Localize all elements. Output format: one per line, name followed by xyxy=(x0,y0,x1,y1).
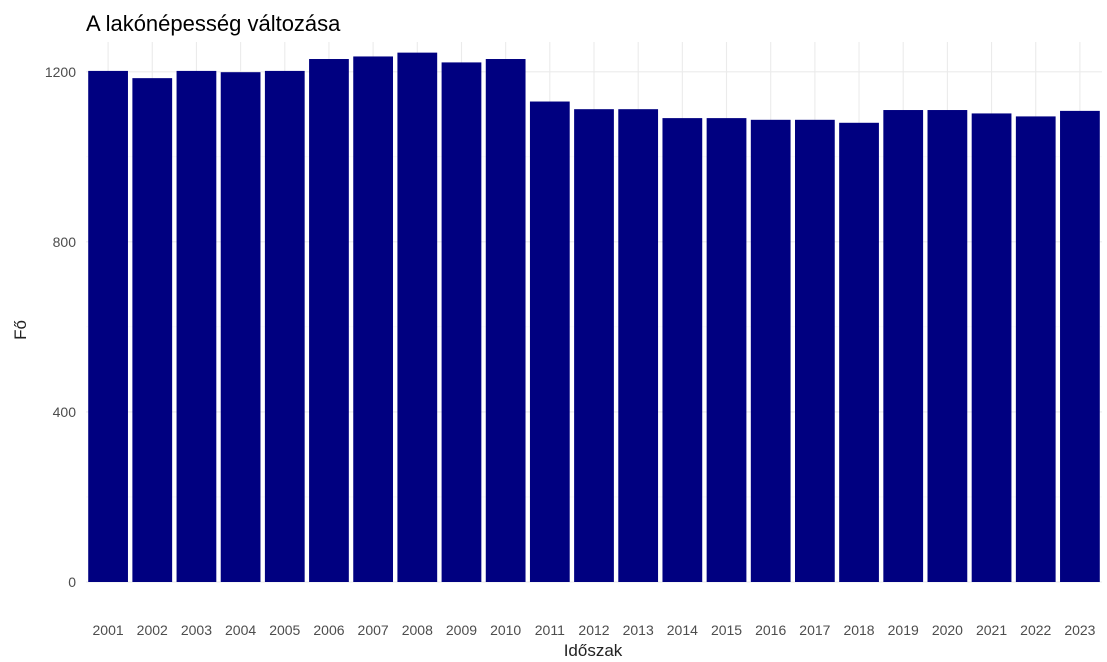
bar-2006 xyxy=(309,59,349,582)
bar-2016 xyxy=(750,119,791,582)
bar-2014 xyxy=(662,118,703,583)
x-tick-label: 2011 xyxy=(535,622,565,638)
x-tick-label: 2013 xyxy=(623,622,654,638)
bar-2005 xyxy=(264,70,305,582)
x-tick-label: 2020 xyxy=(932,622,963,638)
x-tick-label: 2002 xyxy=(137,622,168,638)
bar-2008 xyxy=(397,52,438,582)
x-tick-label: 2022 xyxy=(1020,622,1051,638)
bar-2004 xyxy=(220,72,261,583)
x-tick-label: 2001 xyxy=(93,622,124,638)
bar-2023 xyxy=(1060,110,1100,582)
x-tick-label: 2015 xyxy=(711,622,742,638)
bar-2013 xyxy=(618,109,659,583)
x-tick-label: 2004 xyxy=(225,622,256,638)
bar-2002 xyxy=(132,78,173,583)
y-axis-ticks: 0 400 800 1200 xyxy=(45,64,76,590)
chart-title: A lakónépesség változása xyxy=(86,11,341,36)
x-tick-label: 2021 xyxy=(976,622,1007,638)
x-tick-label: 2010 xyxy=(490,622,521,638)
bar-2009 xyxy=(441,62,482,583)
y-tick-label: 800 xyxy=(53,234,77,250)
x-axis-title: Időszak xyxy=(564,641,623,660)
x-tick-label: 2003 xyxy=(181,622,212,638)
bar-2010 xyxy=(485,59,526,582)
x-tick-label: 2016 xyxy=(755,622,786,638)
bar-2012 xyxy=(574,109,614,583)
x-tick-label: 2009 xyxy=(446,622,477,638)
bar-2021 xyxy=(971,113,1012,582)
x-tick-label: 2018 xyxy=(843,622,874,638)
bar-2017 xyxy=(794,119,835,582)
bar-2007 xyxy=(353,56,394,583)
bar-2018 xyxy=(839,122,879,582)
x-tick-label: 2008 xyxy=(402,622,433,638)
y-axis-title: Fő xyxy=(11,320,30,340)
bar-2011 xyxy=(529,101,570,582)
bars xyxy=(88,52,1100,583)
y-tick-label: 0 xyxy=(68,574,76,590)
x-axis-ticks: 2001 2002 2003 2004 2005 2006 2007 2008 2009 2010… xyxy=(93,622,1096,638)
y-tick-label: 400 xyxy=(53,404,77,420)
bar-2020 xyxy=(927,110,968,582)
x-tick-label: 2019 xyxy=(888,622,919,638)
bar-2015 xyxy=(706,118,747,583)
x-tick-label: 2006 xyxy=(313,622,344,638)
y-tick-label: 1200 xyxy=(45,64,76,80)
bar-2022 xyxy=(1015,116,1056,582)
bar-2019 xyxy=(883,110,924,582)
bar-2001 xyxy=(88,70,128,582)
x-tick-label: 2007 xyxy=(358,622,389,638)
x-tick-label: 2012 xyxy=(578,622,609,638)
x-tick-label: 2014 xyxy=(667,622,698,638)
x-tick-label: 2017 xyxy=(799,622,830,638)
x-tick-label: 2023 xyxy=(1064,622,1095,638)
x-tick-label: 2005 xyxy=(269,622,300,638)
bar-2003 xyxy=(176,70,217,582)
